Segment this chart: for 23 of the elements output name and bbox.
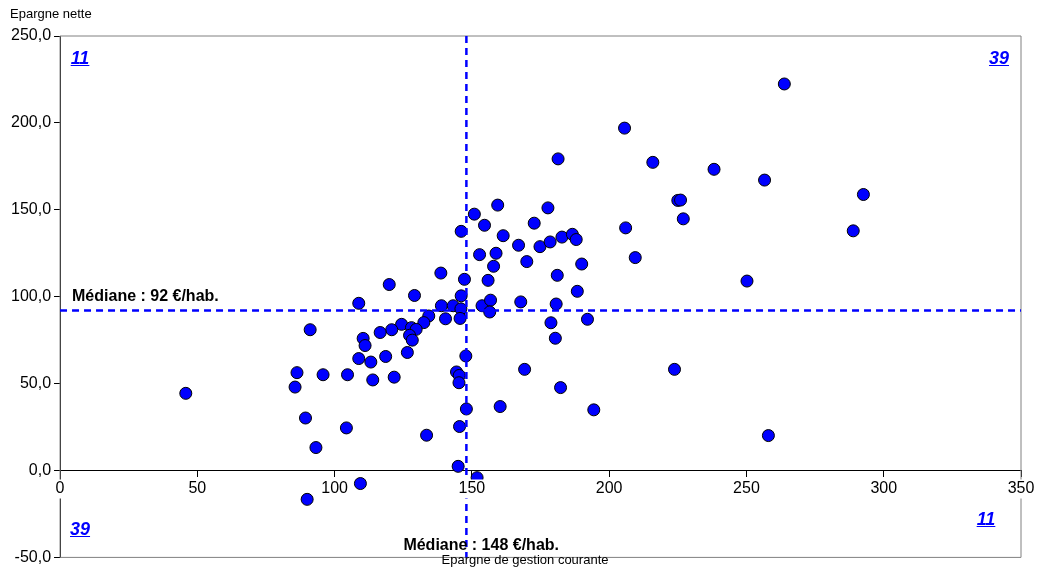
y-tick-label: 0,0 — [28, 460, 52, 478]
y-tick-label: 200,0 — [10, 113, 52, 131]
x-tick-label: 0 — [55, 478, 65, 496]
x-tick-label: 350 — [1007, 478, 1035, 496]
annotation: 39 — [70, 519, 91, 541]
ref-line-label: Médiane : 92 €/hab. — [72, 287, 219, 305]
x-tick-label: 200 — [595, 478, 623, 496]
x-tick-label: 250 — [733, 478, 760, 496]
x-tick-label: 100 — [321, 478, 349, 496]
annotation: 39 — [988, 48, 1010, 69]
y-tick-label: 150,0 — [10, 200, 52, 218]
annotation: 11 — [976, 509, 996, 531]
annotation: 11 — [70, 48, 90, 69]
y-tick-label: -50,0 — [14, 547, 52, 565]
y-axis-title: Epargne nette — [10, 6, 92, 21]
y-tick-label: 250,0 — [10, 26, 52, 44]
x-tick-label: 150 — [458, 478, 486, 496]
ref-line-label: Médiane : 148 €/hab. — [403, 535, 559, 553]
x-tick-label: 50 — [188, 478, 207, 496]
x-axis-title: Epargne de gestion courante — [440, 552, 610, 567]
y-tick-label: 100,0 — [10, 287, 52, 305]
x-tick-label: 300 — [870, 478, 898, 496]
y-tick-label: 50,0 — [19, 374, 52, 392]
